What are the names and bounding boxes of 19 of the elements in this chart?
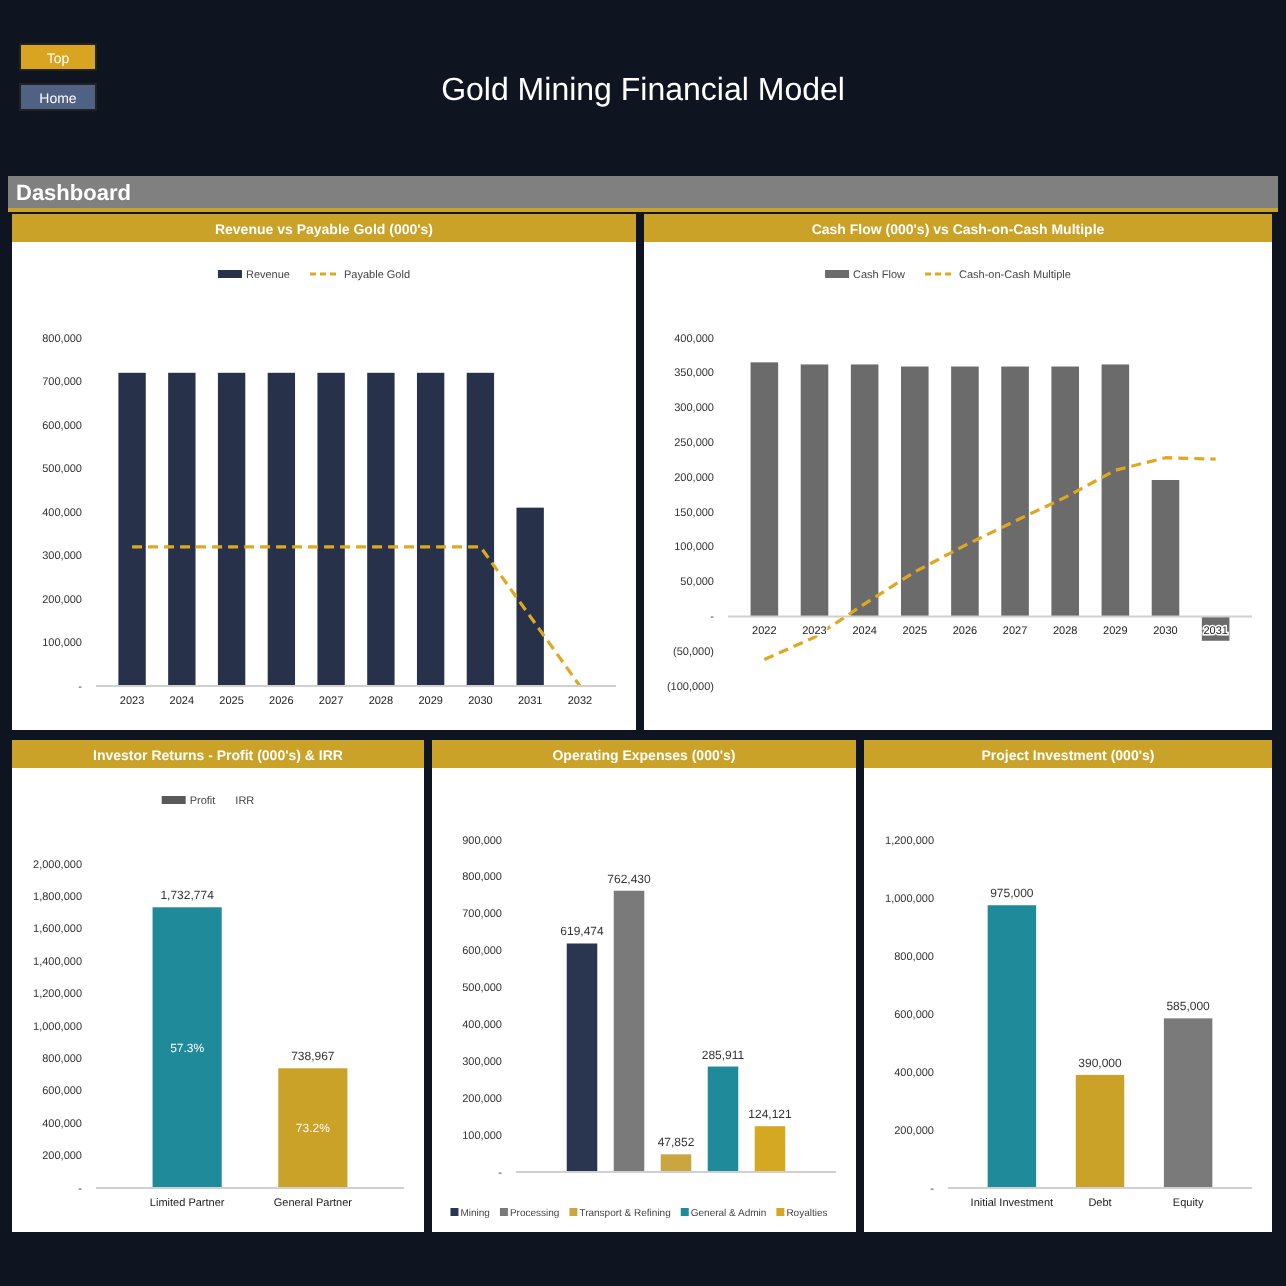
bar <box>660 1154 692 1172</box>
bar <box>1151 479 1180 617</box>
bar <box>800 364 829 617</box>
bar <box>707 1066 739 1172</box>
bar <box>566 943 598 1172</box>
dashboard-header: Dashboard <box>8 176 1278 212</box>
bar <box>1051 366 1079 617</box>
bar <box>613 890 645 1172</box>
bar <box>1163 1018 1213 1188</box>
bar <box>987 905 1037 1188</box>
bar <box>850 364 879 617</box>
text: Gold Mining Financial Model <box>441 74 845 108</box>
bar <box>951 366 979 617</box>
bar <box>750 362 779 617</box>
bar <box>1075 1074 1125 1188</box>
bar <box>754 1126 786 1172</box>
bar <box>1101 364 1130 617</box>
bar <box>901 366 929 617</box>
bar <box>1001 366 1029 617</box>
